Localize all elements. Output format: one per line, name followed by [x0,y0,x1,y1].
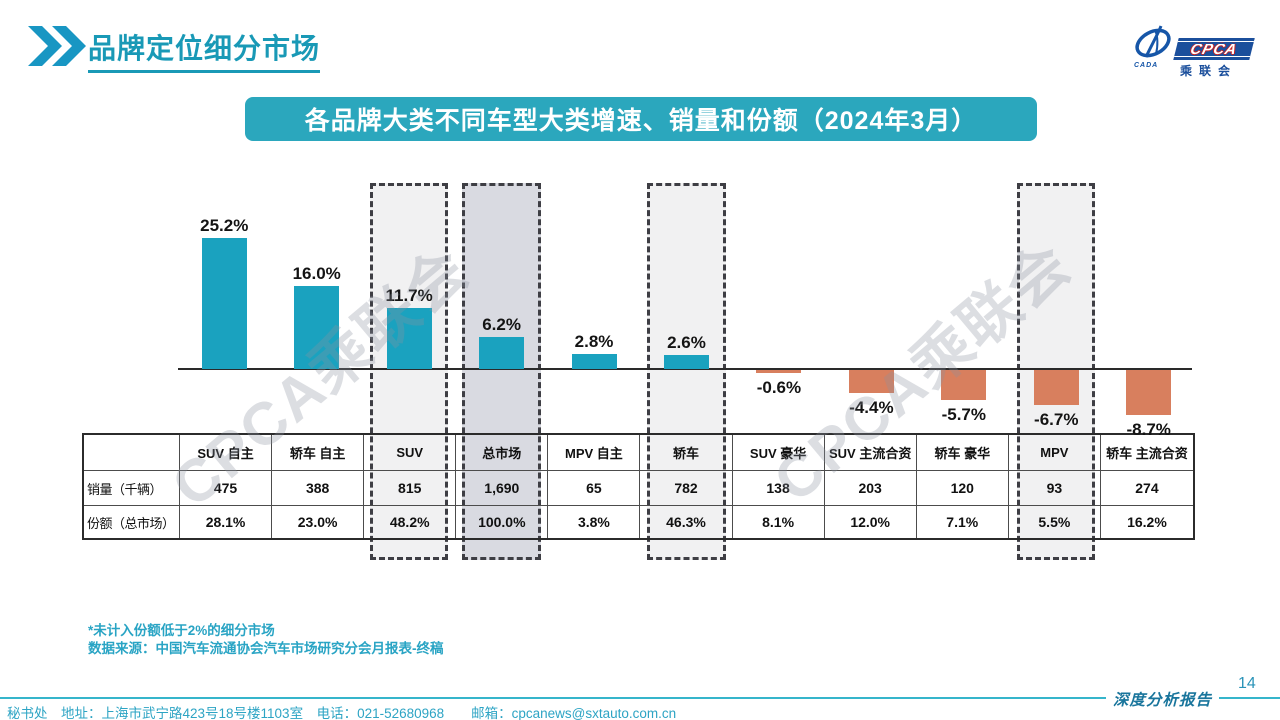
sales-cell: 388 [272,471,365,506]
sales-cell: 1,690 [456,471,549,506]
growth-value-label: -0.6% [756,378,802,397]
sales-cell: 120 [916,471,1009,506]
growth-value-label: -4.4% [849,398,894,417]
highlight-box-轿车 [647,183,726,560]
growth-bar-轿车 [663,355,709,369]
sales-cell: 65 [548,471,641,506]
highlight-box-SUV [369,183,449,560]
footer-divider [0,697,1280,699]
table-corner-cell [84,435,180,471]
growth-bar-轿车 豪华 [941,370,987,400]
sales-cell: 138 [732,471,825,506]
share-cell: 28.1% [180,506,273,538]
sales-cell: 475 [180,471,273,506]
share-cell: 48.2% [364,506,457,538]
growth-value-label: -8.7% [1126,420,1171,439]
sales-cell: 782 [640,471,733,506]
growth-bar-MPV 自主 [571,354,617,369]
growth-bar-SUV [386,308,432,369]
cpca-logo-chinese: 乘联会 [1180,64,1238,78]
growth-bar-轿车 主流合资 [1126,370,1172,415]
table-header-cell: SUV 豪华 [732,435,825,471]
table-header-cell: MPV [1008,435,1101,471]
growth-value-label: -6.7% [1034,410,1079,429]
chart-title-banner: 各品牌大类不同车型大类增速、销量和份额（2024年3月） [245,97,1037,141]
cpca-logo: CADA CPCA 乘联会 [1132,22,1256,78]
share-cell: 16.2% [1127,514,1167,530]
growth-bar-SUV 豪华 [756,370,802,373]
share-cell: 12.0% [825,506,917,538]
growth-bar-SUV 主流合资 [848,370,894,393]
share-cell: 23.0% [272,506,365,538]
table-header-cell: 轿车 [640,435,733,471]
growth-bar-MPV [1033,370,1079,405]
sales-cell: 93 [1008,471,1101,506]
cada-logo-icon [1135,25,1171,58]
table-header-cell: 总市场 [456,435,549,471]
table-header-cell: 轿车 豪华 [916,435,1009,471]
growth-value-label: 16.0% [292,264,341,283]
share-cell: 3.8% [548,506,641,538]
footnote-exclusion: *未计入份额低于2%的细分市场 [88,623,275,638]
table-header-cell: MPV 自主 [548,435,641,471]
cpca-logo-text: CPCA [1188,40,1240,58]
growth-value-label: 11.7% [385,286,433,305]
growth-value-label: 2.8% [574,332,614,351]
cada-logo-text: CADA [1134,62,1159,69]
share-cell: 100.0% [456,506,549,538]
footer-contact: 秘书处 地址：上海市武宁路423号18号楼1103室 电话：021-526809… [7,706,677,720]
table-row-label: 份额（总市场） [84,506,180,538]
share-cell: 5.5% [1009,506,1101,538]
share-cell: 8.1% [733,506,825,538]
growth-bar-轿车 自主 [294,286,340,369]
growth-bar-SUV 自主 [201,238,247,369]
growth-value-label: 2.6% [667,333,706,352]
table-header-cell: SUV [364,435,457,471]
share-cell: 46.3% [640,506,733,538]
sales-cell: 203 [824,471,917,506]
chevron-right-icon [28,26,86,66]
sales-cell: 815 [364,471,457,506]
footnote-source: 数据来源：中国汽车流通协会汽车市场研究分会月报表-终稿 [88,641,444,656]
page-title: 品牌定位细分市场 [88,27,321,73]
table-header-cell: SUV 自主 [180,435,273,471]
report-type-label: 深度分析报告 [1106,690,1220,711]
growth-value-label: 25.2% [200,216,249,235]
table-header-cell: 轿车 自主 [272,435,365,471]
share-cell: 7.1% [917,506,1009,538]
highlight-box-总市场 [462,183,541,560]
table-row-label: 销量（千辆） [84,471,180,506]
table-header-cell: 轿车 主流合资 [1100,435,1193,471]
cpca-logo-block: CPCA [1173,38,1255,60]
sales-cell: 274 [1100,471,1193,506]
growth-value-label: 6.2% [482,315,521,334]
data-table: SUV 自主 轿车 自主 SUV 总市场 MPV 自主 轿车 SUV 豪华 SUV 主流合资轿… [82,433,1195,540]
table-header-cell: SUV 主流合资 [824,435,917,471]
growth-bar-总市场 [479,337,525,369]
page-number: 14 [1238,675,1256,692]
growth-value-label: -5.7% [941,405,987,424]
